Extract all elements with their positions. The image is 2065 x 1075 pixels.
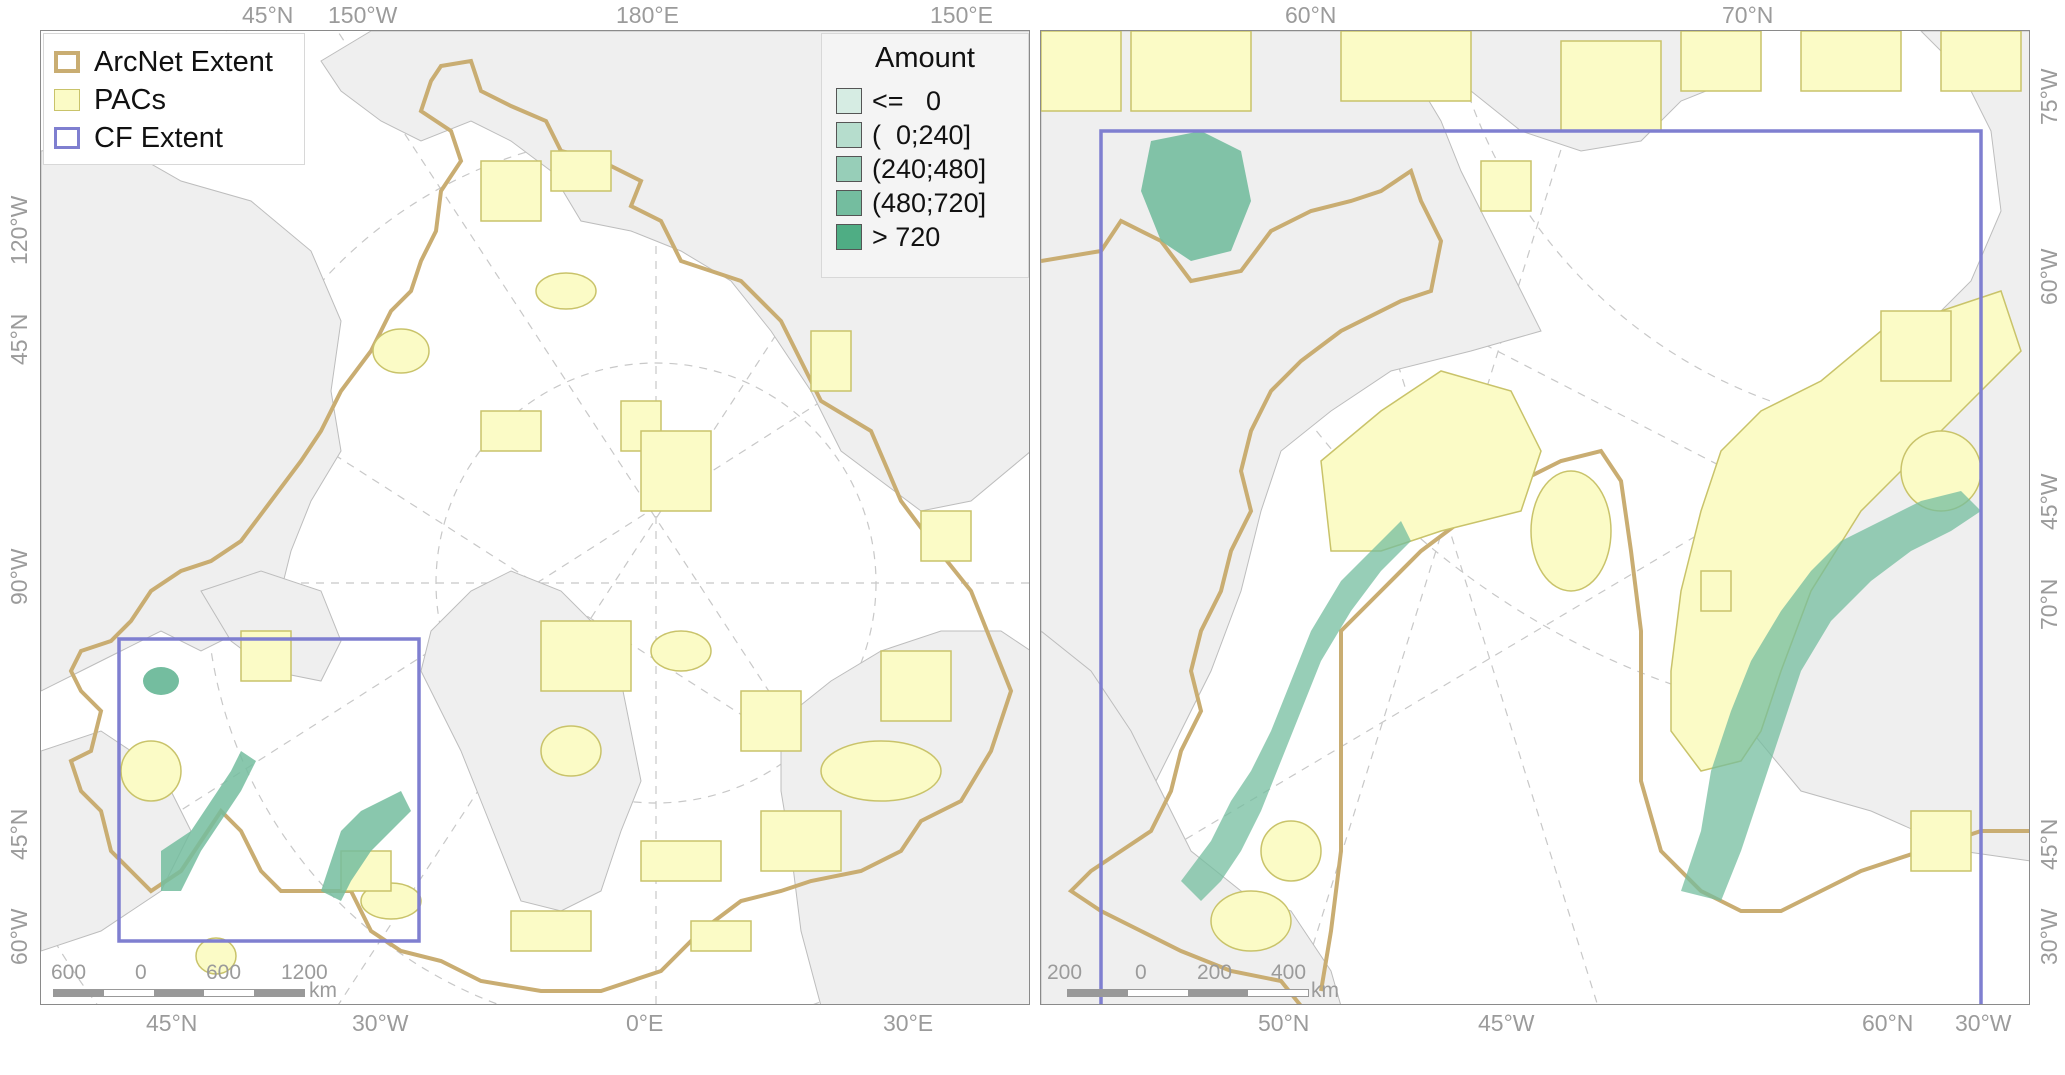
scale-bar-graphic bbox=[1067, 989, 1309, 997]
amount-item: (240;480] bbox=[836, 154, 986, 184]
lon-label-top: 180°E bbox=[616, 2, 679, 28]
pacs-swatch bbox=[54, 89, 80, 111]
arcnet-swatch bbox=[54, 51, 80, 73]
lon-label-top: 45°N bbox=[242, 2, 294, 28]
scale-label: 600 bbox=[51, 961, 87, 984]
lon-label-top: 70°N bbox=[1722, 2, 1774, 28]
amount-swatch bbox=[836, 156, 862, 182]
lon-label-bottom: 45°N bbox=[146, 1010, 198, 1036]
lat-label-right: 45°W bbox=[2036, 473, 2062, 531]
scale-label: 400 bbox=[1271, 961, 1307, 984]
pacs bbox=[1041, 31, 2022, 952]
amount-swatch bbox=[836, 190, 862, 216]
lat-label-left: 60°W bbox=[6, 908, 32, 966]
cf-extent-box bbox=[117, 637, 421, 943]
lat-label-left: 90°W bbox=[6, 548, 32, 606]
scale-bar: 200 0 200 400 km bbox=[1047, 961, 1347, 1002]
land-north-america bbox=[41, 140, 342, 692]
legend-item-cf: CF Extent bbox=[54, 121, 223, 154]
amount-item: (480;720] bbox=[836, 188, 986, 218]
scale-unit: km bbox=[1311, 979, 1339, 1002]
amount-legend: Amount <= 0 ( 0;240] (240;480] (480;720]… bbox=[821, 33, 1029, 278]
amount-label: (480;720] bbox=[872, 187, 987, 218]
amount-swatch bbox=[836, 88, 862, 114]
lat-label-right: 60°W bbox=[2036, 248, 2062, 306]
legend-label: ArcNet Extent bbox=[94, 45, 273, 78]
arcnet-extent bbox=[1041, 167, 2029, 1004]
scale-label: 600 bbox=[206, 961, 242, 984]
lon-label-bottom: 0°E bbox=[626, 1010, 664, 1036]
scale-label: 0 bbox=[1135, 961, 1147, 984]
lon-label-top: 150°W bbox=[328, 2, 398, 28]
amount-legend-title: Amount bbox=[875, 42, 975, 74]
overview-map-panel: ArcNet Extent PACs CF Extent Amount <= 0… bbox=[40, 30, 1030, 1005]
scale-label: 0 bbox=[135, 961, 147, 984]
layer-legend: ArcNet Extent PACs CF Extent bbox=[43, 33, 305, 165]
legend-label: CF Extent bbox=[94, 121, 223, 154]
amount-item: ( 0;240] bbox=[836, 120, 971, 150]
cf-swatch bbox=[54, 127, 80, 149]
amount-swatch bbox=[836, 122, 862, 148]
scale-bar: 600 0 600 1200 km bbox=[51, 961, 351, 1002]
lon-label-top: 60°N bbox=[1285, 2, 1337, 28]
lon-label-bottom: 30°W bbox=[352, 1010, 409, 1036]
coastal-amount-cells bbox=[143, 667, 411, 901]
lon-label-bottom: 30°E bbox=[883, 1010, 934, 1036]
lat-label-right: 30°W bbox=[2036, 908, 2062, 966]
scale-label: 1200 bbox=[281, 961, 328, 984]
cf-extent-box bbox=[1099, 129, 1983, 1004]
amount-label: > 720 bbox=[872, 221, 941, 252]
land bbox=[41, 31, 1029, 1004]
lon-label-bottom: 50°N bbox=[1258, 1010, 1310, 1036]
lat-label-right: 70°N bbox=[2036, 578, 2062, 630]
overview-map bbox=[41, 31, 1029, 1004]
lat-label-right: 75°W bbox=[2036, 68, 2062, 126]
coastal-amount-cells bbox=[1141, 131, 1981, 901]
lat-label-right: 45°N bbox=[2036, 818, 2062, 870]
lon-label-bottom: 60°N bbox=[1862, 1010, 1914, 1036]
detail-map bbox=[1041, 31, 2029, 1004]
legend-item-arcnet: ArcNet Extent bbox=[54, 45, 273, 78]
lon-label-bottom: 30°W bbox=[1955, 1010, 2012, 1036]
scale-unit: km bbox=[309, 979, 337, 1002]
amount-label: ( 0;240] bbox=[872, 119, 972, 150]
lat-label-left: 120°W bbox=[6, 195, 32, 265]
amount-label: (240;480] bbox=[872, 153, 987, 184]
land-baffin bbox=[200, 570, 342, 682]
scale-label: 200 bbox=[1047, 961, 1083, 984]
scale-bar-graphic bbox=[53, 989, 305, 997]
amount-swatch bbox=[836, 224, 862, 250]
lat-label-left: 45°N bbox=[6, 313, 32, 365]
lon-label-top: 150°E bbox=[930, 2, 993, 28]
lat-label-left: 45°N bbox=[6, 808, 32, 860]
amount-item: > 720 bbox=[836, 222, 940, 252]
detail-map-panel: 200 0 200 400 km bbox=[1040, 30, 2030, 1005]
amount-item: <= 0 bbox=[836, 86, 941, 116]
scale-label: 200 bbox=[1197, 961, 1233, 984]
legend-item-pacs: PACs bbox=[54, 83, 166, 116]
lon-label-bottom: 45°W bbox=[1478, 1010, 1535, 1036]
amount-label: <= 0 bbox=[872, 85, 942, 116]
legend-label: PACs bbox=[94, 83, 166, 116]
